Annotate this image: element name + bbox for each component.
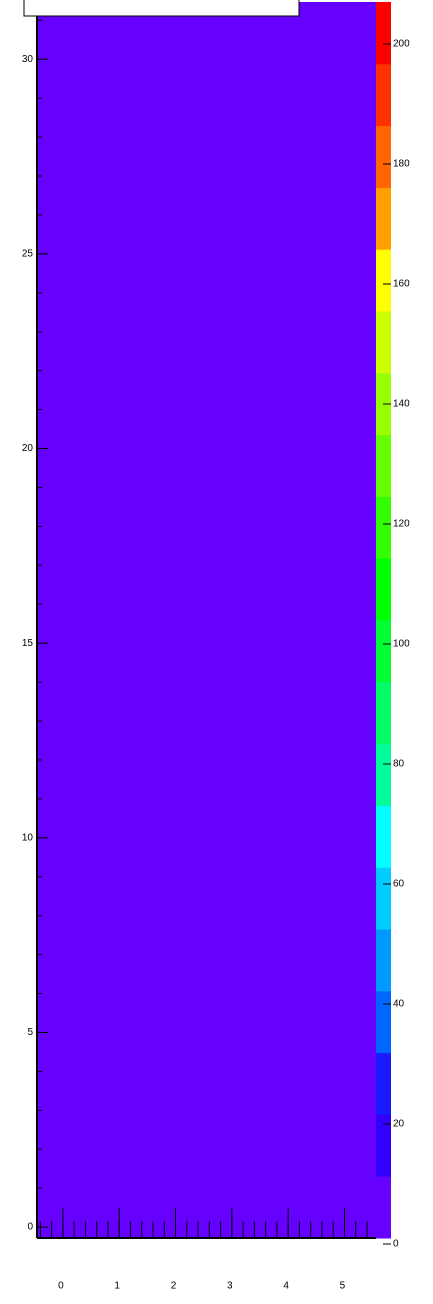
palette-band	[376, 125, 391, 188]
y-tick-label: 10	[22, 832, 34, 843]
z-tick-label: 60	[393, 879, 405, 890]
palette-band	[376, 620, 391, 683]
palette-band	[376, 1052, 391, 1115]
x-tick-label: 5	[340, 1281, 346, 1292]
palette-band	[376, 1176, 391, 1239]
z-tick-label: 140	[393, 399, 410, 410]
z-tick-label: 40	[393, 999, 405, 1010]
palette-band	[376, 496, 391, 559]
palette-band	[376, 2, 391, 65]
palette-band	[376, 249, 391, 312]
y-tick-label: 25	[22, 249, 34, 260]
palette-band	[376, 187, 391, 250]
palette-band	[376, 805, 391, 868]
x-tick-label: 2	[171, 1281, 177, 1292]
x-tick-label: 1	[114, 1281, 120, 1292]
y-tick-label: 15	[22, 638, 34, 649]
x-tick-label: 0	[58, 1281, 64, 1292]
z-tick-label: 120	[393, 519, 410, 530]
palette-band	[376, 681, 391, 745]
palette-band	[376, 558, 391, 621]
z-tick-label: 200	[393, 39, 410, 50]
palette-band	[376, 929, 391, 992]
palette-band	[376, 867, 391, 930]
y-tick-label: 0	[27, 1222, 33, 1233]
z-tick-label: 180	[393, 159, 410, 170]
z-tick-label: 80	[393, 759, 405, 770]
z-tick-label: 0	[393, 1239, 399, 1250]
z-tick-label: 20	[393, 1119, 405, 1130]
z-tick-label: 100	[393, 639, 410, 650]
palette-band	[376, 63, 391, 127]
palette-band	[376, 434, 391, 497]
heatmap-fill	[37, 2, 376, 1238]
palette-band	[376, 1114, 391, 1177]
z-tick-label: 160	[393, 279, 410, 290]
y-tick-label: 30	[22, 54, 34, 65]
plot-area: 0 5 10 15 20 25 30 0 1 2 3 4 5 0 20 40 60 80 100 120 140 160 1…	[22, 2, 410, 1292]
x-tick-label: 3	[227, 1281, 233, 1292]
palette-band	[376, 743, 391, 806]
palette-band	[376, 990, 391, 1054]
y-tick-label: 5	[27, 1027, 33, 1038]
legend-box	[23, 0, 300, 17]
y-tick-label: 20	[22, 443, 34, 454]
palette-band	[376, 311, 391, 374]
x-tick-label: 4	[283, 1281, 289, 1292]
